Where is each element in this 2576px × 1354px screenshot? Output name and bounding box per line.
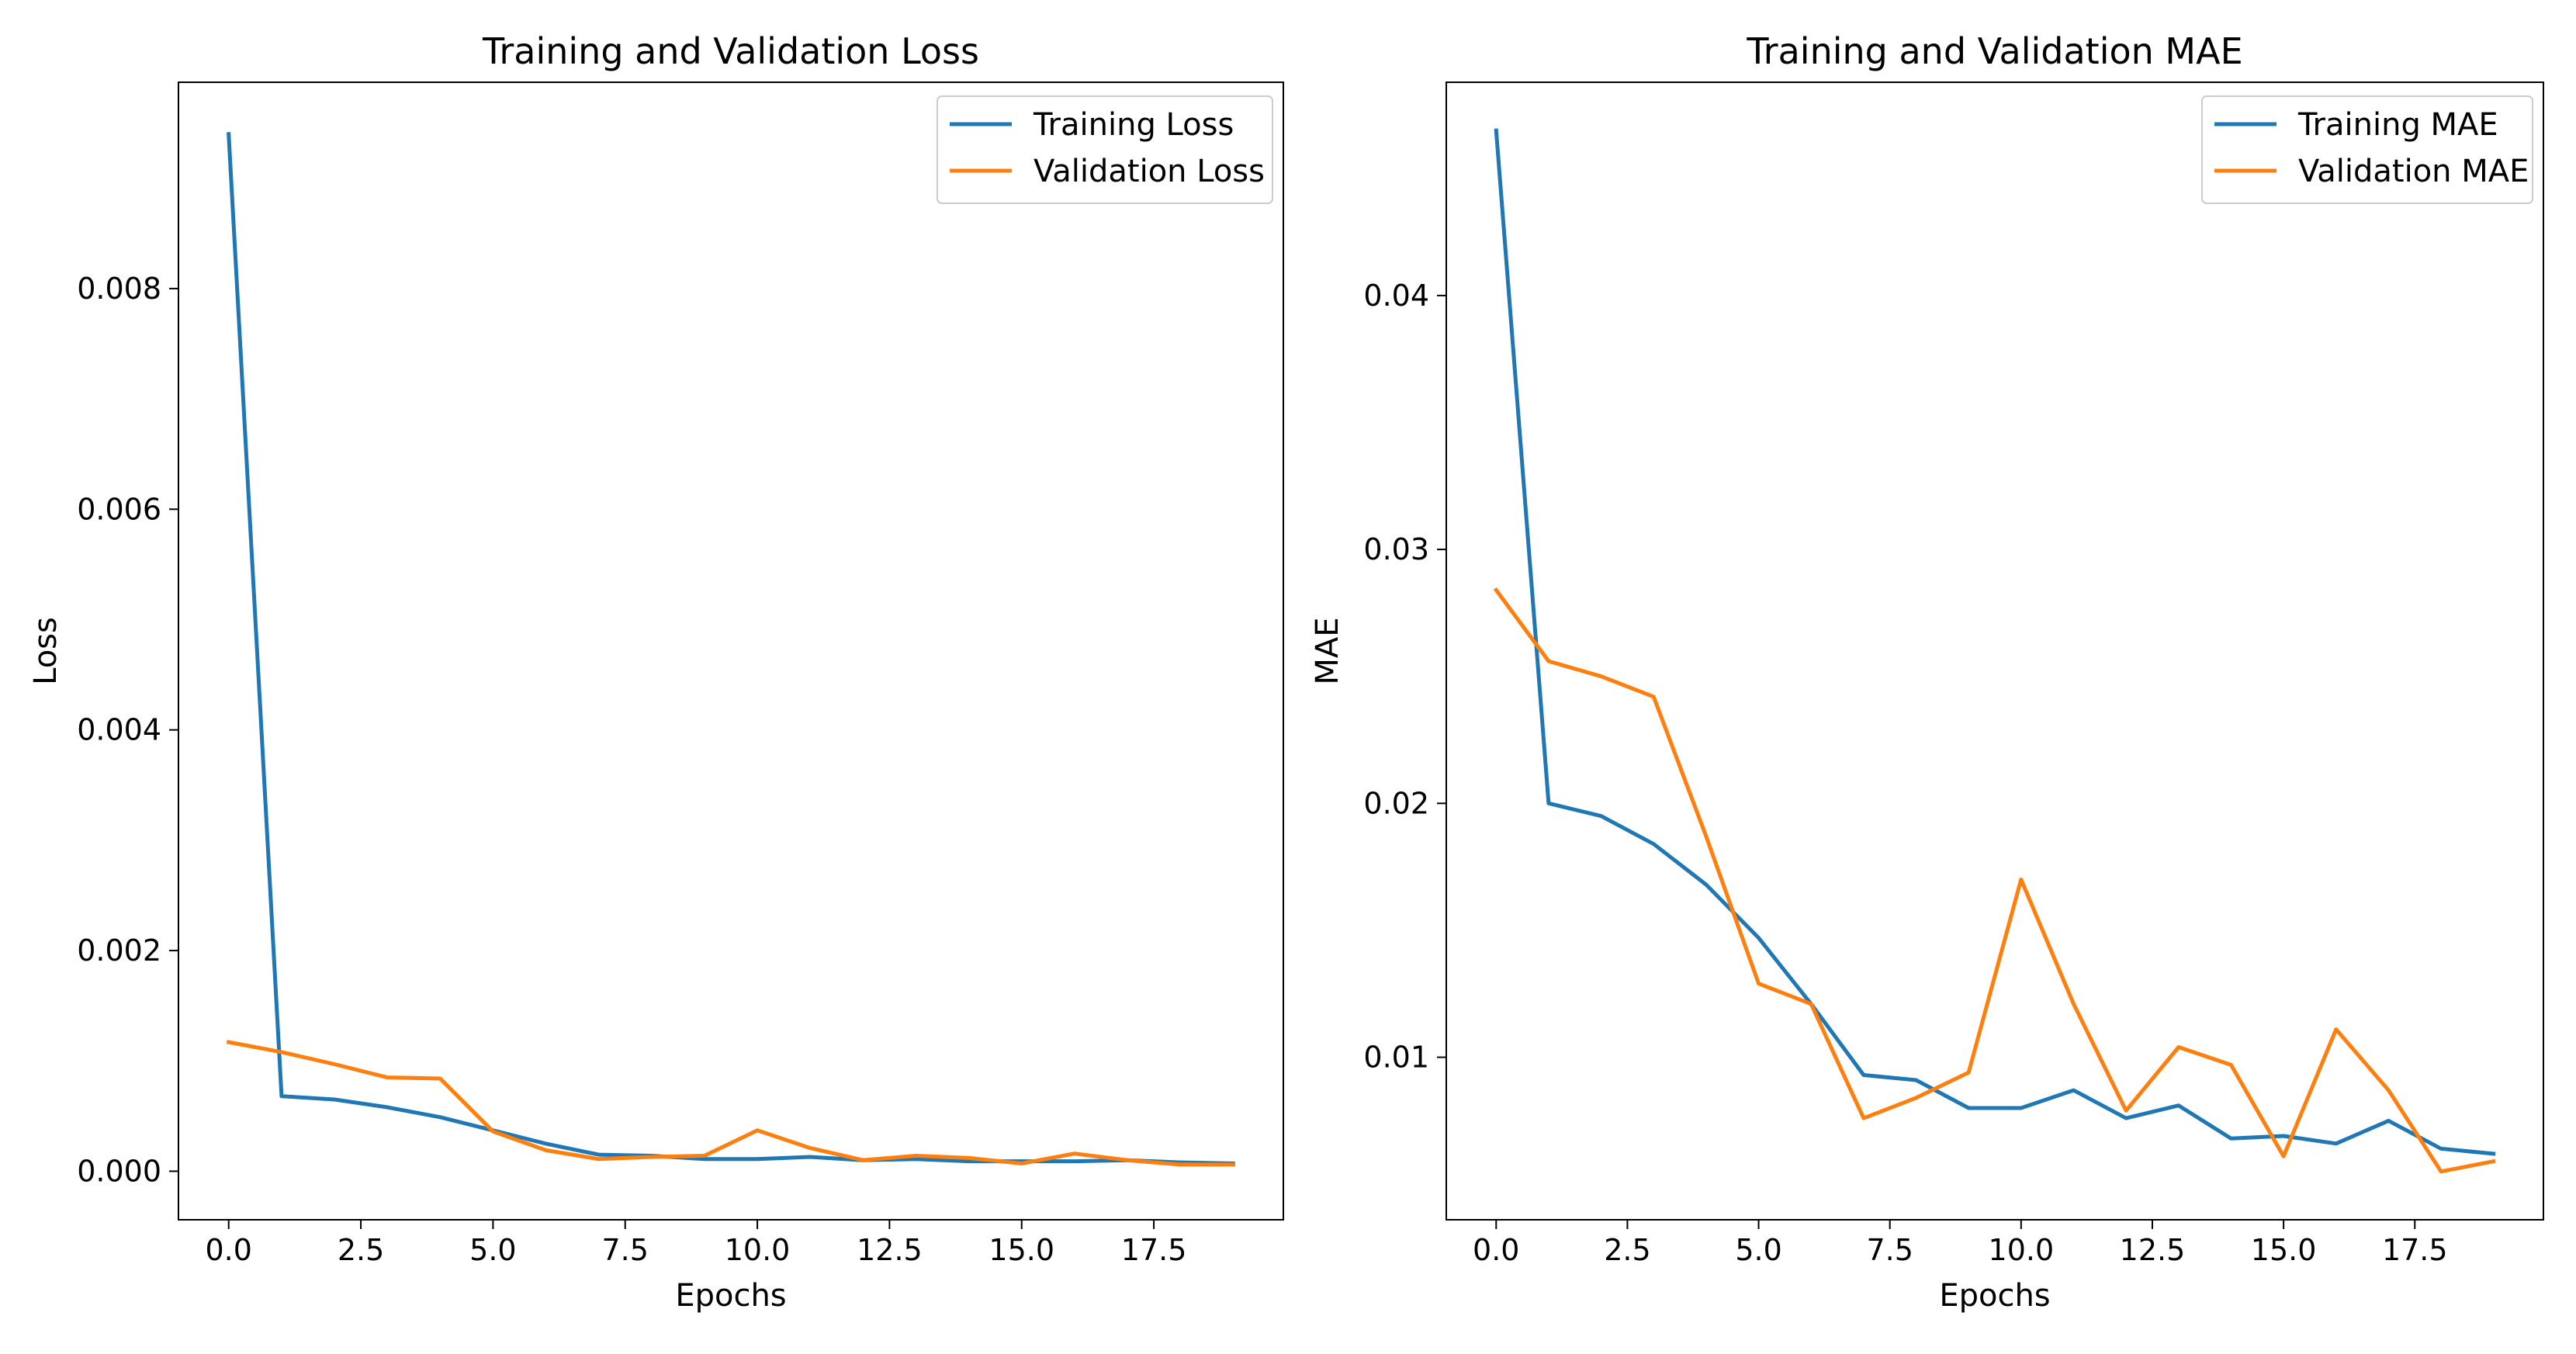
loss-series-line-validation: [226, 1040, 1235, 1167]
loss-x-axis-label: Epochs: [675, 1278, 786, 1314]
loss-y-tick-label: 0.000: [77, 1154, 161, 1188]
loss-x-tick-label: 7.5: [602, 1233, 649, 1267]
loss-x-tick-label: 15.0: [989, 1233, 1054, 1267]
mae-x-tick-label: 12.5: [2120, 1233, 2186, 1267]
loss-chart-title: Training and Validation Loss: [482, 30, 979, 72]
mae-x-ticks: 0.0 2.5 5.0 7.5 10.0 12.5 15.0 17.5: [1473, 1220, 2448, 1267]
mae-y-tick-label: 0.03: [1363, 532, 1429, 566]
mae-legend: Training MAE Validation MAE: [2201, 95, 2533, 204]
mae-x-tick-label: 10.0: [1989, 1233, 2055, 1267]
loss-y-tick-label: 0.002: [77, 933, 161, 968]
loss-legend-label-training: Training Loss: [1033, 107, 1234, 143]
loss-x-tick-label: 5.0: [469, 1233, 516, 1267]
loss-y-axis-label: Loss: [28, 617, 64, 685]
mae-y-axis-label: MAE: [1310, 617, 1345, 684]
mae-x-tick-label: 5.0: [1735, 1233, 1781, 1267]
mae-x-tick-label: 7.5: [1866, 1233, 1913, 1267]
mae-y-tick-label: 0.02: [1363, 786, 1429, 820]
mae-y-tick-label: 0.04: [1363, 279, 1429, 313]
mae-y-tick-label: 0.01: [1363, 1041, 1429, 1075]
mae-chart: Training and Validation MAE Epochs MAE 0…: [1310, 30, 2544, 1314]
loss-legend-label-validation: Validation Loss: [1034, 154, 1265, 189]
loss-y-tick-label: 0.004: [77, 713, 161, 747]
loss-legend: Training Loss Validation Loss: [937, 95, 1273, 204]
loss-x-tick-label: 0.0: [206, 1233, 252, 1267]
mae-legend-label-training: Training MAE: [2297, 107, 2498, 143]
loss-x-tick-label: 17.5: [1121, 1233, 1187, 1267]
mae-x-axis-label: Epochs: [1939, 1278, 2050, 1314]
loss-y-ticks: 0.000 0.002 0.004 0.006 0.008: [77, 272, 178, 1188]
mae-x-tick-label: 0.0: [1473, 1233, 1519, 1267]
mae-plot-frame: [1446, 81, 2544, 1221]
mae-legend-label-validation: Validation MAE: [2298, 154, 2529, 189]
mae-series-line-training: [1494, 128, 2496, 1156]
loss-y-tick-label: 0.006: [77, 492, 161, 526]
loss-x-tick-label: 10.0: [725, 1233, 791, 1267]
loss-series: [226, 132, 1235, 1167]
loss-x-ticks: 0.0 2.5 5.0 7.5 10.0 12.5 15.0 17.5: [206, 1220, 1187, 1267]
mae-y-ticks: 0.01 0.02 0.03 0.04: [1363, 279, 1446, 1075]
loss-chart: Training and Validation Loss Epochs Loss…: [28, 30, 1284, 1314]
mae-series: [1493, 128, 2496, 1174]
mae-legend-box: [2201, 95, 2533, 204]
loss-x-tick-label: 2.5: [338, 1233, 384, 1267]
mae-chart-title: Training and Validation MAE: [1746, 30, 2242, 72]
mae-series-line-validation: [1493, 587, 2496, 1174]
loss-legend-box: [937, 95, 1273, 204]
mae-x-tick-label: 17.5: [2382, 1233, 2448, 1267]
mae-x-tick-label: 2.5: [1604, 1233, 1650, 1267]
mae-x-tick-label: 15.0: [2251, 1233, 2317, 1267]
loss-y-tick-label: 0.008: [77, 272, 161, 306]
loss-series-line-training: [227, 132, 1235, 1166]
loss-x-tick-label: 12.5: [857, 1233, 923, 1267]
loss-plot-frame: [178, 81, 1284, 1221]
